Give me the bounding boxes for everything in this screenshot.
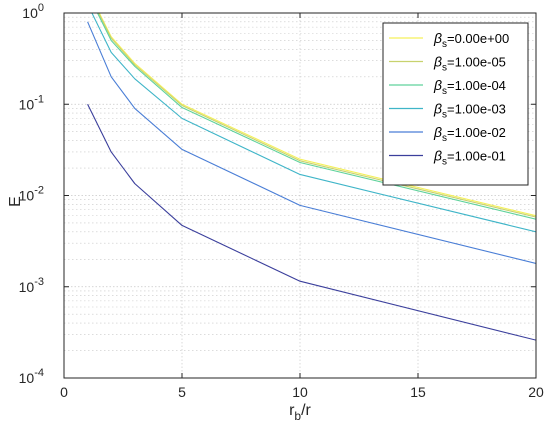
y-tick-label: 10-3 [19,276,44,295]
legend-symbol: β [433,124,442,140]
legend-symbol: β [433,101,442,117]
legend-symbol: β [433,148,442,164]
legend-label: βs=1.00e-01 [433,148,506,168]
legend-box [382,22,529,186]
legend-value: =1.00e-03 [447,102,506,117]
x-ticks: 0 5 10 15 20 [60,13,544,400]
legend: βs=0.00e+00βs=1.00e-05βs=1.00e-04βs=1.00… [382,22,529,186]
y-tick-exponent: -1 [34,93,44,105]
series-line-3 [96,13,536,220]
legend-label: βs=1.00e-04 [433,77,506,97]
x-tick-label: 20 [528,384,544,400]
legend-value: =1.00e-01 [447,149,506,164]
legend-value: =1.00e-02 [447,125,506,140]
y-tick-label: 10-4 [19,367,44,386]
legend-subscript: s [442,157,447,168]
legend-subscript: s [442,133,447,144]
legend-item: βs=0.00e+00 [389,30,509,50]
y-tick-exponent: -4 [34,367,44,379]
x-tick-label: 15 [410,384,426,400]
legend-item: βs=1.00e-03 [389,101,506,121]
x-tick-label: 10 [292,384,308,400]
legend-value: =0.00e+00 [447,31,509,46]
y-tick-base: 10 [19,96,35,112]
legend-item: βs=1.00e-02 [389,124,506,144]
x-axis-label-base: r [289,402,295,419]
y-tick-exponent: 0 [38,2,44,14]
legend-subscript: s [442,63,447,74]
series-line-2 [98,13,536,218]
y-tick-label: 10-1 [19,93,44,112]
legend-symbol: β [433,30,442,46]
y-tick-base: 10 [19,279,35,295]
legend-subscript: s [442,39,447,50]
y-tick-base: 10 [19,188,35,204]
plot-area: 0 5 10 15 2010-410-310-210-1100rb/rEβs=0.00e… [7,2,544,423]
series-group [87,13,536,341]
legend-label: βs=1.00e-05 [433,54,506,74]
legend-value: =1.00e-05 [447,55,506,70]
legend-symbol: β [433,54,442,70]
x-tick-label: 5 [178,384,186,400]
legend-item: βs=1.00e-05 [389,54,506,74]
legend-symbol: β [433,77,442,93]
legend-item: βs=1.00e-01 [389,148,506,168]
legend-label: βs=1.00e-03 [433,101,506,121]
legend-item: βs=1.00e-04 [389,77,506,97]
x-axis-label-rest: /r [301,402,311,419]
legend-value: =1.00e-04 [447,78,506,93]
x-axis-label-subscript: b [294,409,301,423]
legend-subscript: s [442,86,447,97]
series-line-5 [87,21,536,264]
series-line-4 [91,13,536,233]
y-tick-label: 100 [22,2,44,21]
legend-label: βs=0.00e+00 [433,30,509,50]
legend-subscript: s [442,110,447,121]
legend-label: βs=1.00e-02 [433,124,506,144]
y-tick-exponent: -2 [34,185,44,197]
y-tick-base: 10 [22,5,38,21]
y-tick-base: 10 [19,370,35,386]
x-axis-label: rb/r [289,402,311,423]
y-tick-label: 10-2 [19,185,44,204]
y-tick-exponent: -3 [34,276,44,288]
y-axis-label: E [7,196,24,207]
x-tick-label: 0 [60,384,68,400]
series-line-6 [87,104,536,341]
series-line-1 [98,13,536,217]
